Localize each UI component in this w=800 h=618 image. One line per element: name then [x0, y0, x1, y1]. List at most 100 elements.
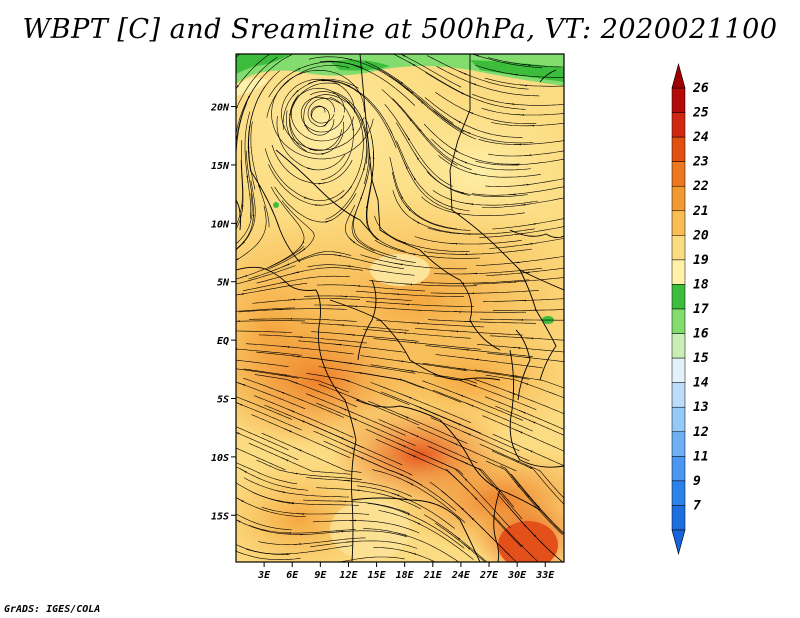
streamline-arrow: [401, 414, 409, 419]
streamline: [484, 396, 564, 430]
streamline: [236, 519, 304, 535]
streamline: [473, 277, 564, 285]
streamline-arrow: [299, 240, 305, 248]
streamline: [482, 415, 564, 452]
streamline-arrow: [241, 204, 244, 212]
streamline-arrow: [512, 261, 520, 264]
colorbar-segment: [671, 406, 686, 433]
streamline: [318, 366, 425, 389]
streamline: [423, 123, 520, 165]
streamline-arrow: [304, 196, 312, 200]
streamline: [298, 254, 404, 269]
streamline-arrow: [325, 219, 333, 224]
streamline: [269, 186, 305, 268]
streamline-arrow: [236, 497, 244, 503]
streamline: [282, 79, 359, 130]
streamline: [236, 396, 293, 420]
streamline: [420, 407, 520, 452]
streamline-arrow: [236, 431, 240, 435]
streamline: [417, 309, 526, 313]
streamline-arrow: [463, 130, 471, 135]
streamline: [378, 419, 478, 464]
streamline: [358, 372, 462, 403]
streamline: [392, 98, 472, 170]
streamline-arrow: [458, 368, 466, 371]
streamline: [236, 447, 286, 471]
streamline: [428, 319, 536, 324]
streamline-arrow: [520, 381, 529, 386]
vortex-streamline: [300, 96, 345, 133]
streamline: [367, 503, 465, 549]
colorbar-segment: [671, 185, 686, 212]
streamline-arrow: [236, 461, 237, 464]
streamline: [314, 304, 422, 311]
streamline: [445, 468, 522, 547]
streamline-arrow: [307, 167, 315, 170]
streamline-arrow: [396, 360, 404, 363]
streamline: [376, 319, 484, 328]
streamline-arrow: [277, 490, 285, 494]
streamline: [243, 275, 350, 292]
streamline: [368, 400, 468, 444]
streamline: [485, 460, 563, 535]
streamline-arrow: [318, 182, 326, 185]
streamline: [427, 227, 535, 235]
streamline-arrow: [236, 84, 240, 90]
streamline-arrow: [297, 418, 305, 423]
streamline-arrow: [525, 242, 533, 245]
chart-title: WBPT [C] and Sreamline at 500hPa, VT: 20…: [22, 14, 778, 45]
streamline: [432, 190, 538, 206]
streamline: [312, 520, 420, 534]
streamline: [311, 331, 419, 342]
streamline: [236, 160, 243, 226]
colorbar-segment: [671, 87, 686, 113]
colorbar-label: 17: [693, 302, 709, 317]
streamline: [248, 442, 351, 475]
colorbar-label: 16: [693, 327, 709, 342]
colorbar-segment: [671, 505, 686, 531]
lat-tick-label: 20N: [210, 103, 230, 114]
streamline-arrow: [473, 466, 481, 471]
streamline: [440, 490, 517, 562]
vortex-streamline: [281, 78, 364, 151]
lon-tick-label: 30E: [507, 570, 527, 581]
streamline: [422, 380, 524, 421]
streamline: [476, 256, 564, 266]
streamline: [395, 122, 471, 196]
streamline-arrow: [450, 147, 458, 153]
streamline-arrow: [453, 421, 461, 426]
streamline: [236, 359, 289, 367]
streamline: [389, 157, 457, 230]
streamline: [340, 101, 364, 199]
streamline-arrow: [392, 493, 400, 497]
streamline: [362, 458, 457, 512]
streamline: [363, 329, 471, 339]
streamline-arrow: [349, 416, 357, 421]
streamline-arrow: [471, 493, 478, 500]
streamline-arrow: [414, 153, 420, 160]
colorbar: 26 25 24 23 22 21 20 19 18 17 16 15 14 13 12 11 9 7: [671, 62, 709, 556]
streamline: [369, 280, 478, 287]
streamline-arrow: [453, 212, 461, 215]
streamline-arrow: [411, 433, 419, 438]
streamline: [246, 343, 354, 355]
colorbar-label: 9: [693, 474, 701, 489]
streamline: [392, 172, 471, 231]
streamline: [426, 171, 528, 197]
streamline: [236, 193, 253, 245]
streamline: [474, 369, 564, 389]
lon-tick-label: 6E: [286, 570, 299, 581]
streamline-arrow: [336, 435, 344, 440]
streamline: [381, 89, 458, 166]
colorbar-segment: [671, 235, 686, 261]
streamline: [499, 465, 564, 535]
streamline: [430, 290, 539, 294]
streamline-arrow: [362, 133, 365, 141]
streamline: [245, 545, 353, 555]
colorbar-label: 20: [692, 228, 709, 243]
streamline: [318, 383, 419, 426]
streamline: [258, 537, 366, 545]
streamline-arrow: [517, 540, 524, 548]
streamline-arrow: [304, 124, 310, 131]
streamline-arrow: [282, 346, 290, 348]
